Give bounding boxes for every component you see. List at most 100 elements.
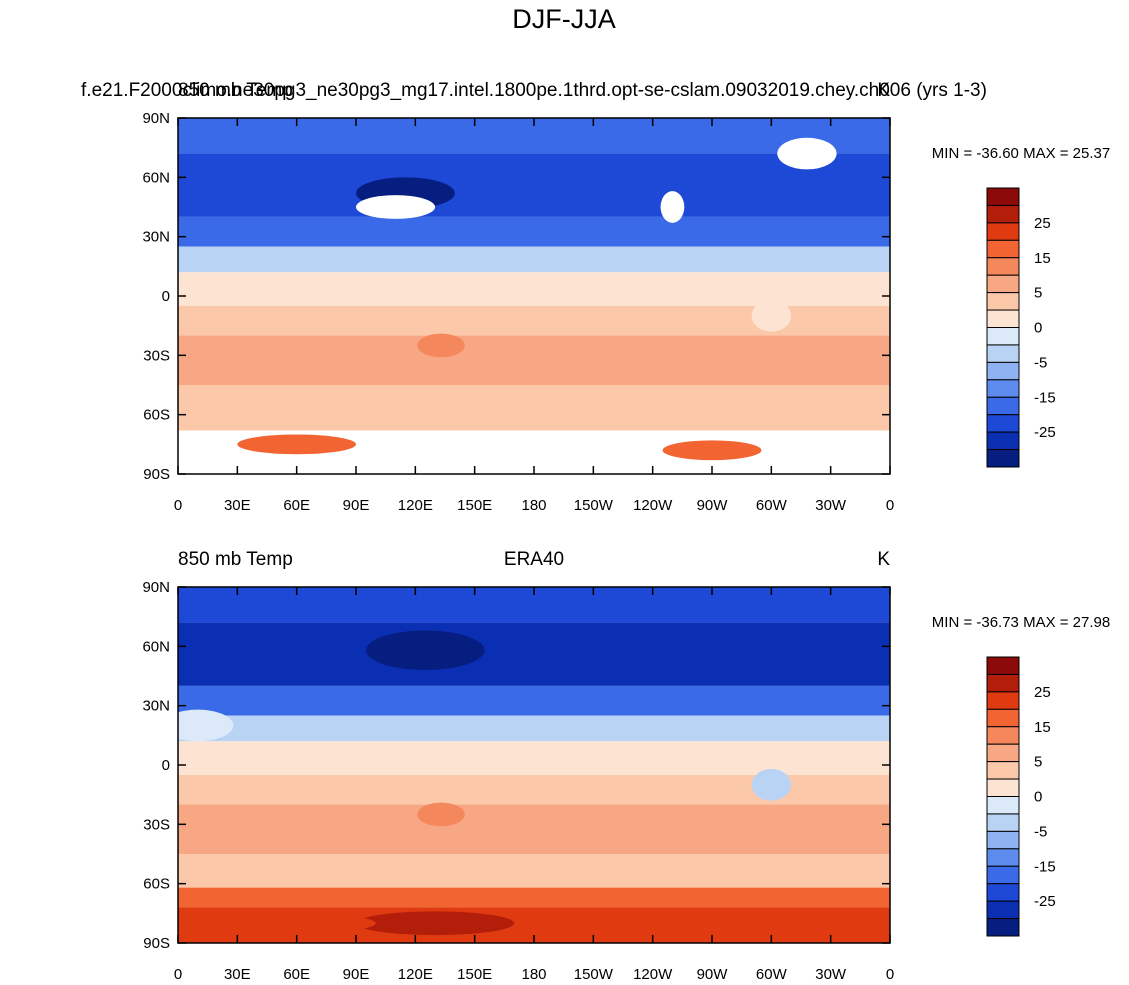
panel-left-title: 850 mb Temp [178, 80, 293, 101]
contour-region [660, 191, 685, 223]
x-tick-label: 0 [174, 966, 182, 983]
panel-center-title: ERA40 [504, 549, 564, 570]
contour-region [356, 195, 436, 219]
colorbar-box [986, 813, 1020, 832]
contour-band [178, 246, 890, 273]
x-tick-label: 60E [283, 966, 310, 983]
colorbar-label: -25 [1034, 893, 1056, 910]
colorbar-box [986, 257, 1020, 276]
contour-region [178, 709, 234, 742]
colorbar-label: 0 [1034, 789, 1042, 806]
y-tick-label: 60N [142, 638, 170, 655]
panel-right-title: K [877, 80, 890, 101]
colorbar-box [986, 292, 1020, 311]
contour-band [178, 741, 890, 775]
contour-band [178, 804, 890, 854]
x-tick-label: 120W [633, 497, 673, 514]
colorbar-box [986, 673, 1020, 693]
x-tick-label: 150E [457, 966, 492, 983]
y-tick-label: 90S [143, 935, 170, 952]
x-tick-label: 30W [815, 497, 847, 514]
colorbar-box [986, 865, 1020, 885]
panel-center-title: f.e21.F2000climo.ne30pg3_ne30pg3_mg17.in… [81, 80, 987, 101]
colorbar-box [986, 222, 1020, 241]
map-field [178, 587, 890, 943]
colorbar-box [986, 656, 1020, 675]
y-tick-label: 0 [162, 288, 170, 305]
colorbar-box [986, 379, 1020, 398]
contour-region [751, 768, 792, 801]
x-tick-label: 0 [886, 497, 894, 514]
panel-left-title: 850 mb Temp [178, 549, 293, 570]
x-tick-label: 90W [697, 497, 729, 514]
contour-region [237, 434, 356, 455]
colorbar-box [986, 778, 1020, 797]
y-tick-label: 90N [142, 110, 170, 127]
colorbar-box [986, 309, 1020, 328]
colorbar-label: 0 [1034, 320, 1042, 337]
y-tick-label: 60S [143, 407, 170, 424]
x-tick-label: 90E [343, 966, 370, 983]
colorbar-box [986, 830, 1020, 850]
y-tick-label: 30S [143, 816, 170, 833]
x-tick-label: 30E [224, 966, 251, 983]
y-tick-label: 90N [142, 579, 170, 596]
colorbar-label: 15 [1034, 250, 1051, 267]
x-tick-label: 90E [343, 497, 370, 514]
y-tick-label: 90S [143, 466, 170, 483]
contour-band [178, 854, 890, 888]
colorbar-box [986, 414, 1020, 433]
colorbar-box [986, 708, 1020, 728]
colorbar-box [986, 239, 1020, 259]
x-tick-label: 150W [574, 497, 614, 514]
x-tick-label: 60W [756, 497, 788, 514]
colorbar-label: 5 [1034, 754, 1042, 771]
colorbar-box [986, 918, 1020, 937]
colorbar-box [986, 883, 1020, 902]
colorbar-box [986, 274, 1020, 294]
contour-region [417, 802, 465, 827]
contour-region [217, 913, 376, 934]
colorbar-box [986, 848, 1020, 867]
colorbar-label: 15 [1034, 719, 1051, 736]
stats-label: MIN = -36.60 MAX = 25.37 [932, 145, 1110, 162]
contour-region [777, 137, 837, 170]
x-tick-label: 120W [633, 966, 673, 983]
colorbar-box [986, 900, 1020, 920]
y-tick-label: 60N [142, 169, 170, 186]
contour-band [178, 153, 890, 217]
colorbar-box [986, 396, 1020, 416]
colorbar-label: -5 [1034, 354, 1047, 371]
contour-band [178, 272, 890, 306]
colorbar-box [986, 344, 1020, 363]
contour-band [178, 715, 890, 742]
x-tick-label: 30E [224, 497, 251, 514]
x-tick-label: 150W [574, 966, 614, 983]
contour-region [751, 299, 792, 332]
x-tick-label: 0 [174, 497, 182, 514]
colorbar-box [986, 726, 1020, 745]
x-tick-label: 150E [457, 497, 492, 514]
y-tick-label: 30S [143, 347, 170, 364]
colorbar-label: -25 [1034, 424, 1056, 441]
map-field [178, 118, 890, 474]
y-tick-label: 0 [162, 757, 170, 774]
colorbar-box [986, 743, 1020, 763]
y-tick-label: 60S [143, 876, 170, 893]
x-tick-label: 180 [521, 497, 546, 514]
figure-title: DJF-JJA [512, 4, 616, 34]
contour-region [417, 333, 465, 358]
contour-region [365, 630, 485, 671]
x-tick-label: 30W [815, 966, 847, 983]
contour-band [178, 887, 890, 908]
contour-band [178, 335, 890, 385]
colorbar-label: -15 [1034, 858, 1056, 875]
colorbar-box [986, 187, 1020, 206]
colorbar-box [986, 327, 1020, 346]
x-tick-label: 90W [697, 966, 729, 983]
colorbar-label: 25 [1034, 684, 1051, 701]
x-tick-label: 60E [283, 497, 310, 514]
panel-right-title: K [877, 549, 890, 570]
contour-band [178, 622, 890, 686]
